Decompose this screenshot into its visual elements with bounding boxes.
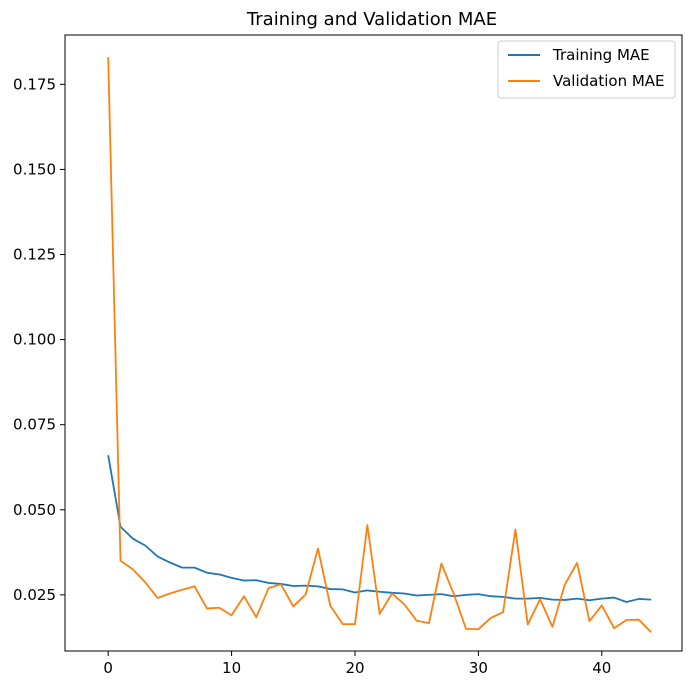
chart-title: Training and Validation MAE <box>246 9 497 30</box>
legend-box <box>497 40 676 99</box>
y-tick-label: 0.175 <box>13 75 56 93</box>
legend-label-training: Training MAE <box>552 46 650 64</box>
y-axis: 0.025 0.050 0.075 0.100 0.125 0.150 0.175 <box>13 75 65 604</box>
x-tick-label: 20 <box>345 659 364 677</box>
y-tick-label: 0.050 <box>13 501 56 519</box>
legend: Training MAE Validation MAE <box>497 40 676 99</box>
y-tick-label: 0.075 <box>13 416 56 434</box>
y-tick-label: 0.150 <box>13 160 56 178</box>
x-tick-label: 30 <box>469 659 488 677</box>
validation-mae-line <box>107 57 652 633</box>
y-tick-label: 0.125 <box>13 246 56 264</box>
x-tick-label: 0 <box>103 659 113 677</box>
x-axis: 0 10 20 30 40 <box>103 651 611 677</box>
plot-area <box>64 34 683 652</box>
y-tick-label: 0.100 <box>13 331 56 349</box>
x-tick-label: 10 <box>222 659 241 677</box>
series-layer <box>107 57 652 633</box>
x-tick-label: 40 <box>592 659 611 677</box>
legend-label-validation: Validation MAE <box>553 72 665 90</box>
y-tick-label: 0.025 <box>13 586 56 604</box>
